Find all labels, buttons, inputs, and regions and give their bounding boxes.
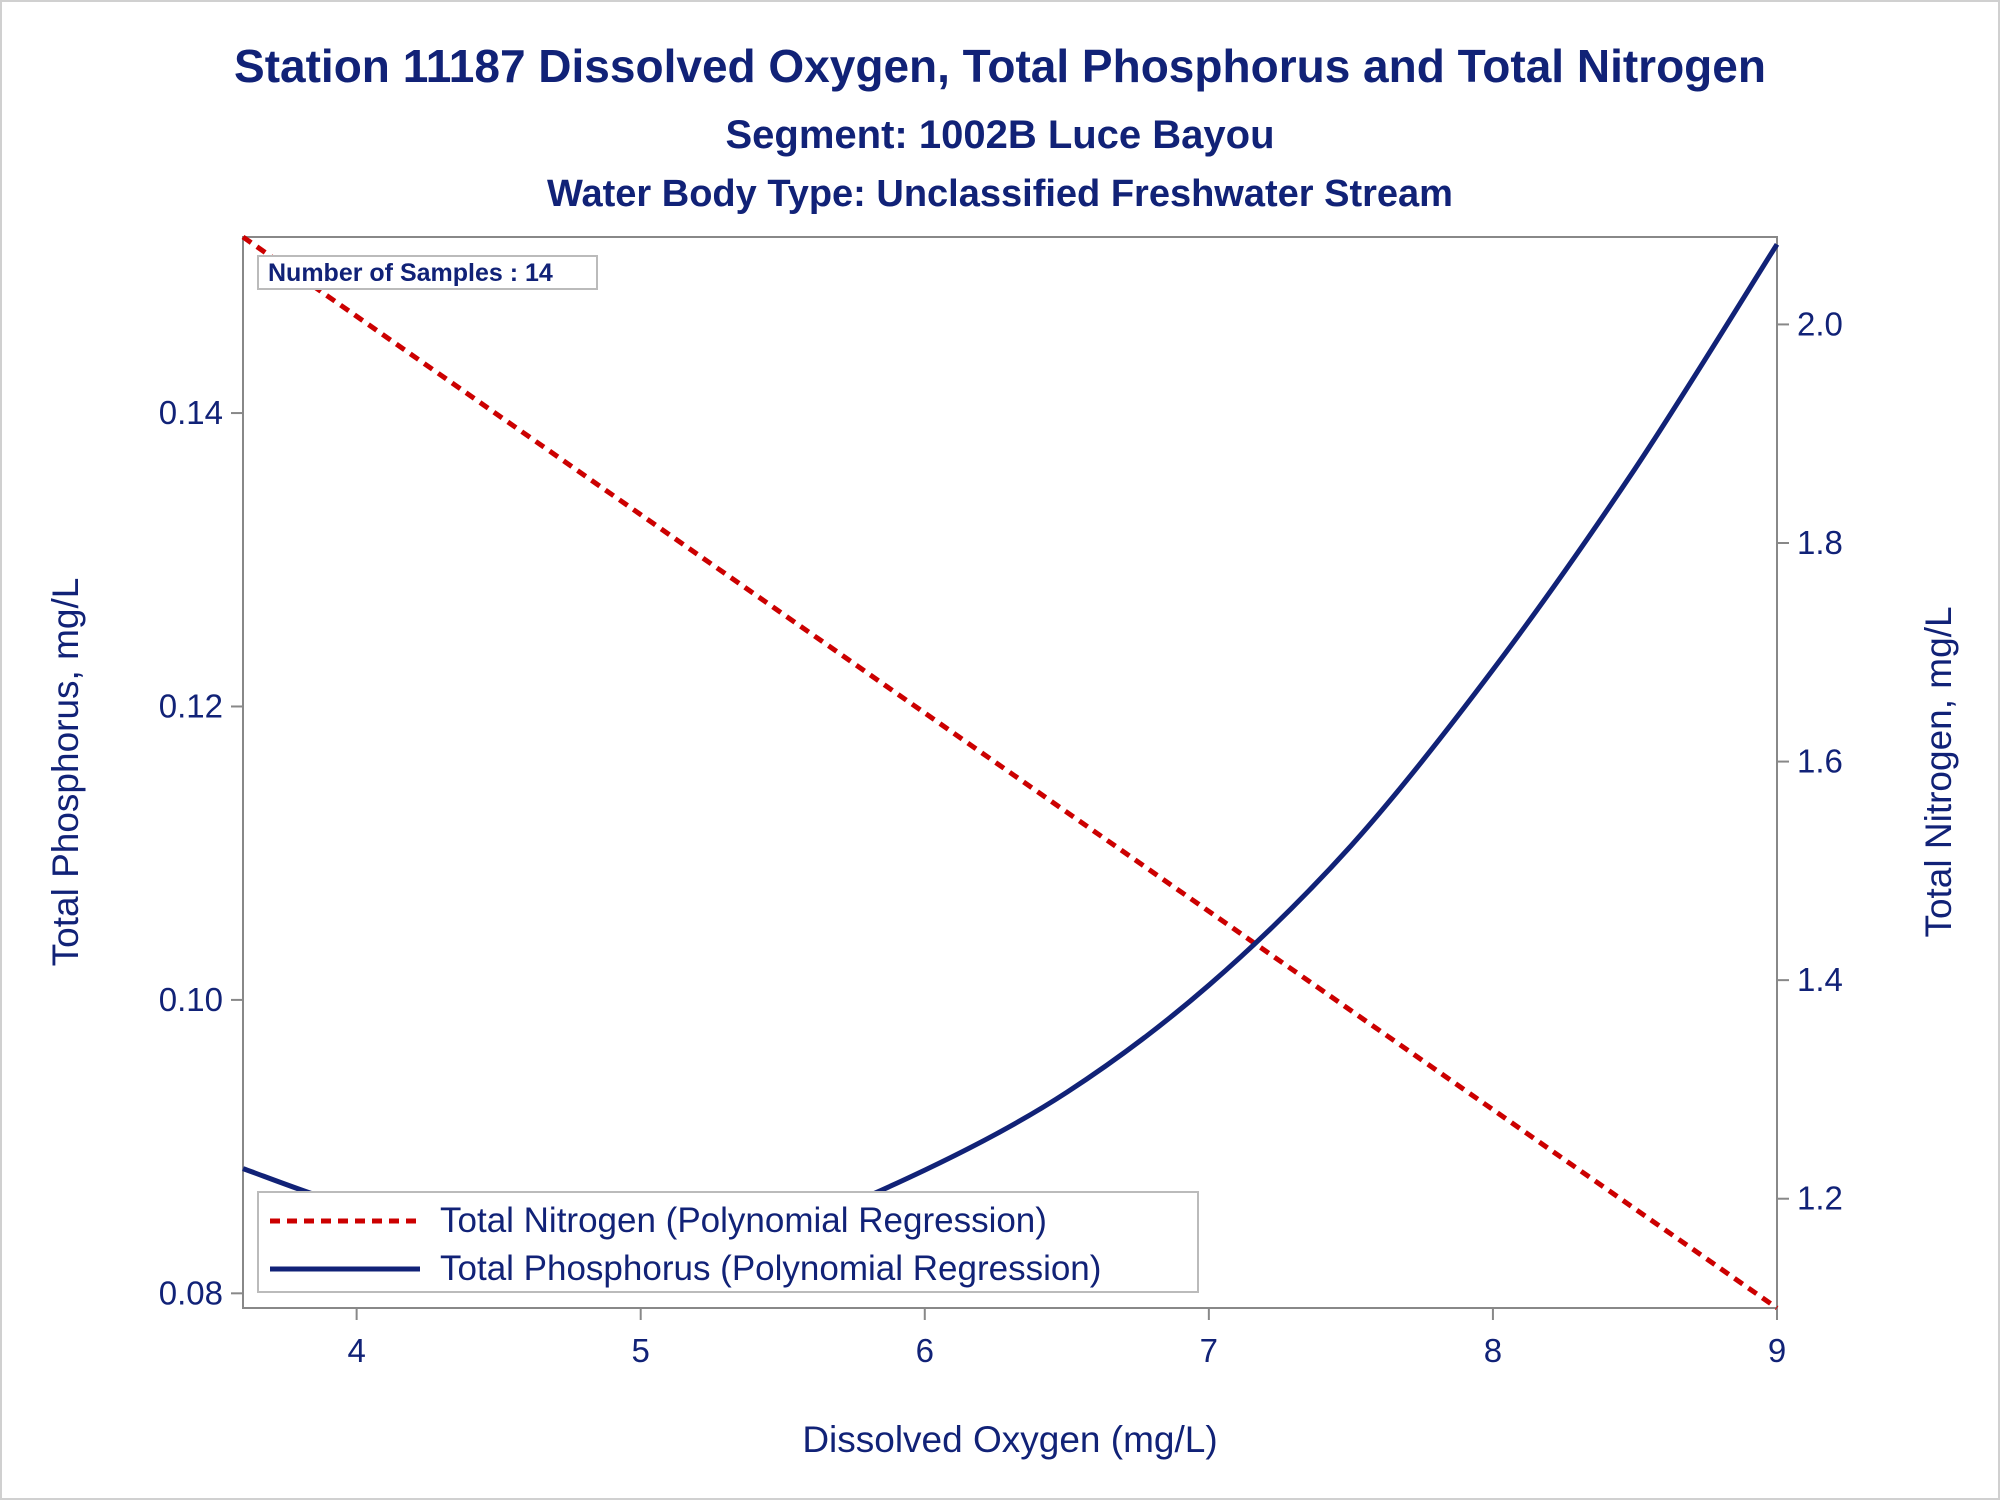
x-axis: 4 5 6 7 8 9 (347, 1308, 1786, 1369)
series-layer (241, 234, 1780, 1311)
y-axis-left: 0.08 0.10 0.12 0.14 (159, 394, 243, 1311)
plot-area-border (242, 236, 1778, 1309)
legend-label-nitrogen: Total Nitrogen (Polynomial Regression) (440, 1201, 1047, 1240)
y-tick-label: 0.10 (159, 981, 223, 1018)
chart-title: Station 11187 Dissolved Oxygen, Total Ph… (234, 40, 1766, 92)
x-tick-label: 4 (347, 1332, 365, 1369)
y-tick-label: 0.12 (159, 687, 223, 724)
y-tick-label: 0.14 (159, 394, 223, 431)
legend-box (257, 1191, 1199, 1293)
x-tick-label: 5 (632, 1332, 650, 1369)
sample-count-text: Number of Samples : 14 (268, 259, 553, 287)
chart-subtitle-waterbody: Water Body Type: Unclassified Freshwater… (547, 173, 1453, 215)
series-line-nitrogen (241, 234, 1779, 1311)
y2-tick-label: 1.6 (1797, 743, 1843, 780)
x-tick-label: 8 (1484, 1332, 1502, 1369)
x-tick-label: 9 (1768, 1332, 1786, 1369)
legend-label-phosphorus: Total Phosphorus (Polynomial Regression) (440, 1249, 1101, 1288)
y-axis-right-label: Total Nitrogen, mg/L (1918, 606, 1959, 937)
y-axis-left-label: Total Phosphorus, mg/L (45, 578, 86, 967)
y-axis-right: 1.2 1.4 1.6 1.8 2.0 (1777, 305, 1843, 1217)
x-axis-label: Dissolved Oxygen (mg/L) (802, 1419, 1217, 1460)
legend: Total Nitrogen (Polynomial Regression) T… (257, 1191, 1199, 1293)
y-tick-label: 0.08 (159, 1274, 223, 1311)
x-tick-label: 6 (916, 1332, 934, 1369)
x-tick-label: 7 (1200, 1332, 1218, 1369)
y2-tick-label: 2.0 (1797, 305, 1843, 342)
chart-subtitle-segment: Segment: 1002B Luce Bayou (725, 113, 1274, 157)
y2-tick-label: 1.2 (1797, 1180, 1843, 1217)
y2-tick-label: 1.8 (1797, 524, 1843, 561)
sample-count-box (257, 255, 598, 290)
y2-tick-label: 1.4 (1797, 961, 1843, 998)
